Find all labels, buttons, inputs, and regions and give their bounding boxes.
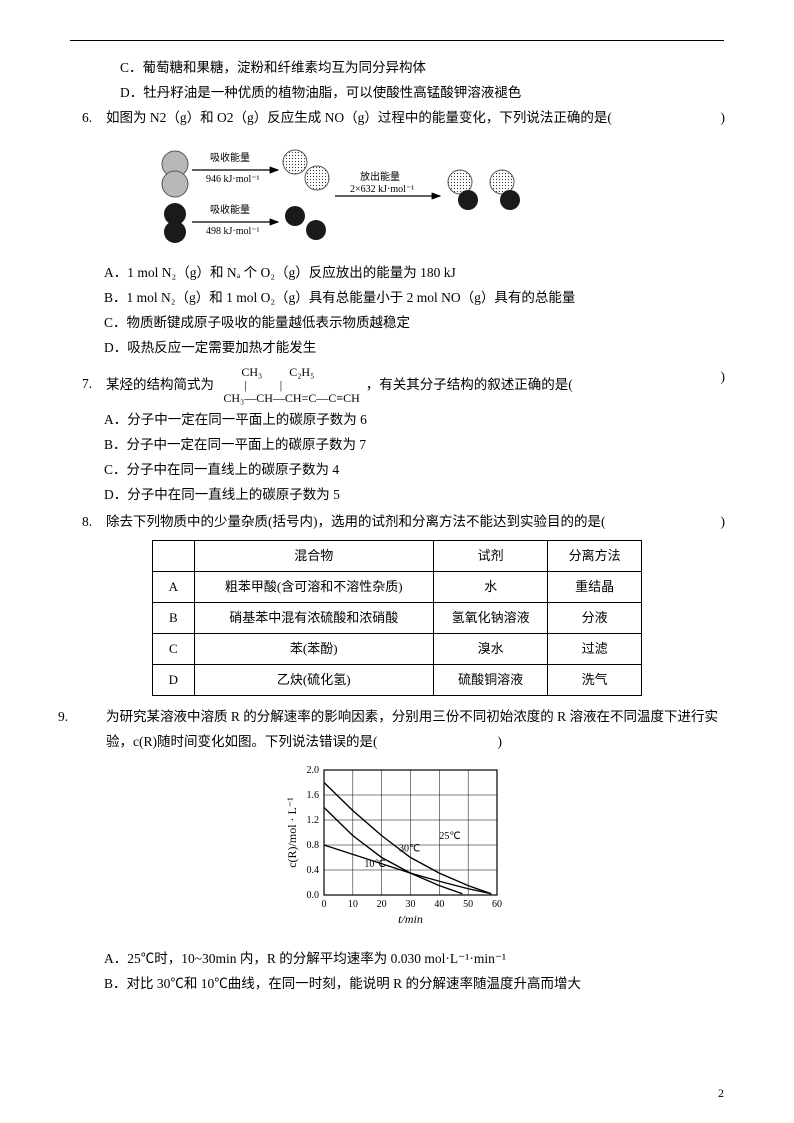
q6-paren: ) [721,107,725,130]
svg-text:1.6: 1.6 [307,790,320,801]
q5-option-d: D．牡丹籽油是一种优质的植物油脂，可以使酸性高锰酸钾溶液褪色 [70,82,724,105]
svg-text:1.2: 1.2 [307,815,320,826]
table-row: D乙炔(硫化氢)硫酸铜溶液洗气 [153,665,642,696]
q9-number: 9. [82,706,106,729]
table-header: 分离方法 [548,540,642,571]
q9-stem-line1: 9.为研究某溶液中溶质 R 的分解速率的影响因素，分别用三份不同初始浓度的 R … [70,706,724,729]
svg-text:50: 50 [463,899,473,910]
q8-number: 8. [82,511,106,534]
q6-stem-text: 如图为 N2（g）和 O2（g）反应生成 NO（g）过程中的能量变化，下列说法正… [106,110,612,125]
q9-option-b: B．对比 30℃和 10℃曲线，在同一时刻，能说明 R 的分解速率随温度升高而增… [70,973,724,996]
q6-option-c: C．物质断键成原子吸收的能量越低表示物质越稳定 [70,312,724,335]
svg-text:0.4: 0.4 [307,865,320,876]
q6-stem: 6.如图为 N2（g）和 O2（g）反应生成 NO（g）过程中的能量变化，下列说… [70,107,724,130]
q8-stem-text: 除去下列物质中的少量杂质(括号内)，选用的试剂和分离方法不能达到实验目的的是( [106,514,606,529]
table-header: 试剂 [433,540,547,571]
diagram-energy-1: 946 kJ·mol⁻¹ [206,174,260,185]
table-row: C苯(苯酚)溴水过滤 [153,634,642,665]
svg-text:10: 10 [348,899,358,910]
svg-text:20: 20 [377,899,387,910]
svg-text:25℃: 25℃ [439,831,460,842]
table-row: B硝基苯中混有浓硫酸和浓硝酸氢氧化钠溶液分液 [153,602,642,633]
svg-text:0.8: 0.8 [307,840,320,851]
q7-stem-before: 某烃的结构简式为 [106,376,214,391]
svg-text:30: 30 [406,899,416,910]
table-header [153,540,195,571]
q7-stem-after: ，有关其分子结构的叙述正确的是( [366,376,573,391]
svg-text:40: 40 [434,899,444,910]
q6-energy-diagram: 吸收能量 946 kJ·mol⁻¹ 吸收能量 498 kJ·mol⁻¹ 放出能量… [150,136,724,254]
diagram-absorb-label-2: 吸收能量 [210,203,250,216]
q8-stem: 8.除去下列物质中的少量杂质(括号内)，选用的试剂和分离方法不能达到实验目的的是… [70,511,724,534]
svg-text:2.0: 2.0 [307,765,320,776]
q9-line-chart: 0 10 20 30 40 50 60 0.0 0.4 0.8 1.2 1.6 2.0 25℃ 30℃ 10℃… [282,760,512,930]
diagram-release-label: 放出能量 [360,170,400,183]
svg-text:c(R)/mol · L⁻¹: c(R)/mol · L⁻¹ [285,797,299,868]
table-header: 混合物 [194,540,433,571]
q7-number: 7. [82,373,106,396]
diagram-absorb-label-1: 吸收能量 [210,151,250,164]
svg-text:60: 60 [492,899,502,910]
q6-option-b: B．1 mol N₂（g）和 1 mol O₂（g）具有总能量小于 2 mol … [70,287,724,310]
top-rule [70,40,724,41]
q7-structure: CH₃ C₂H₅ | | CH₃—CH—CH=C—C≡CH [223,366,359,406]
page-number: 2 [718,1083,724,1103]
q6-option-a: A．1 mol N₂（g）和 Nₐ 个 O₂（g）反应放出的能量为 180 kJ [70,262,724,285]
q7-option-c: C．分子中在同一直线上的碳原子数为 4 [70,459,724,482]
svg-text:t/min: t/min [398,912,423,926]
table-header-row: 混合物 试剂 分离方法 [153,540,642,571]
q7-paren: ) [721,366,725,389]
q9-stem2: 验，c(R)随时间变化如图。下列说法错误的是( [106,734,377,749]
q9-stem1: 为研究某溶液中溶质 R 的分解速率的影响因素，分别用三份不同初始浓度的 R 溶液… [106,709,718,724]
q9-option-a: A．25℃时，10~30min 内，R 的分解平均速率为 0.030 mol·L… [70,948,724,971]
q7-option-d: D．分子中在同一直线上的碳原子数为 5 [70,484,724,507]
q6-option-d: D．吸热反应一定需要加热才能发生 [70,337,724,360]
q6-number: 6. [82,107,106,130]
q7-option-b: B．分子中一定在同一平面上的碳原子数为 7 [70,434,724,457]
diagram-energy-3: 2×632 kJ·mol⁻¹ [350,184,414,195]
svg-text:0.0: 0.0 [307,890,320,901]
q5-option-c: C．葡萄糖和果糖，淀粉和纤维素均互为同分异构体 [70,57,724,80]
q9-chart-container: 0 10 20 30 40 50 60 0.0 0.4 0.8 1.2 1.6 2.0 25℃ 30℃ 10℃… [70,760,724,938]
svg-text:10℃: 10℃ [364,859,385,870]
q7-stem: 7.某烃的结构简式为 CH₃ C₂H₅ | | CH₃—CH—CH=C—C≡CH… [70,366,724,406]
svg-text:0: 0 [322,899,327,910]
q8-paren: ) [721,511,725,534]
svg-text:30℃: 30℃ [399,843,420,854]
q9-stem-line2: 验，c(R)随时间变化如图。下列说法错误的是() [70,731,724,754]
q8-table: 混合物 试剂 分离方法 A粗苯甲酸(含可溶和不溶性杂质)水重结晶 B硝基苯中混有… [152,540,642,696]
table-row: A粗苯甲酸(含可溶和不溶性杂质)水重结晶 [153,571,642,602]
diagram-energy-2: 498 kJ·mol⁻¹ [206,226,260,237]
q7-option-a: A．分子中一定在同一平面上的碳原子数为 6 [70,409,724,432]
q9-paren: ) [497,734,502,749]
